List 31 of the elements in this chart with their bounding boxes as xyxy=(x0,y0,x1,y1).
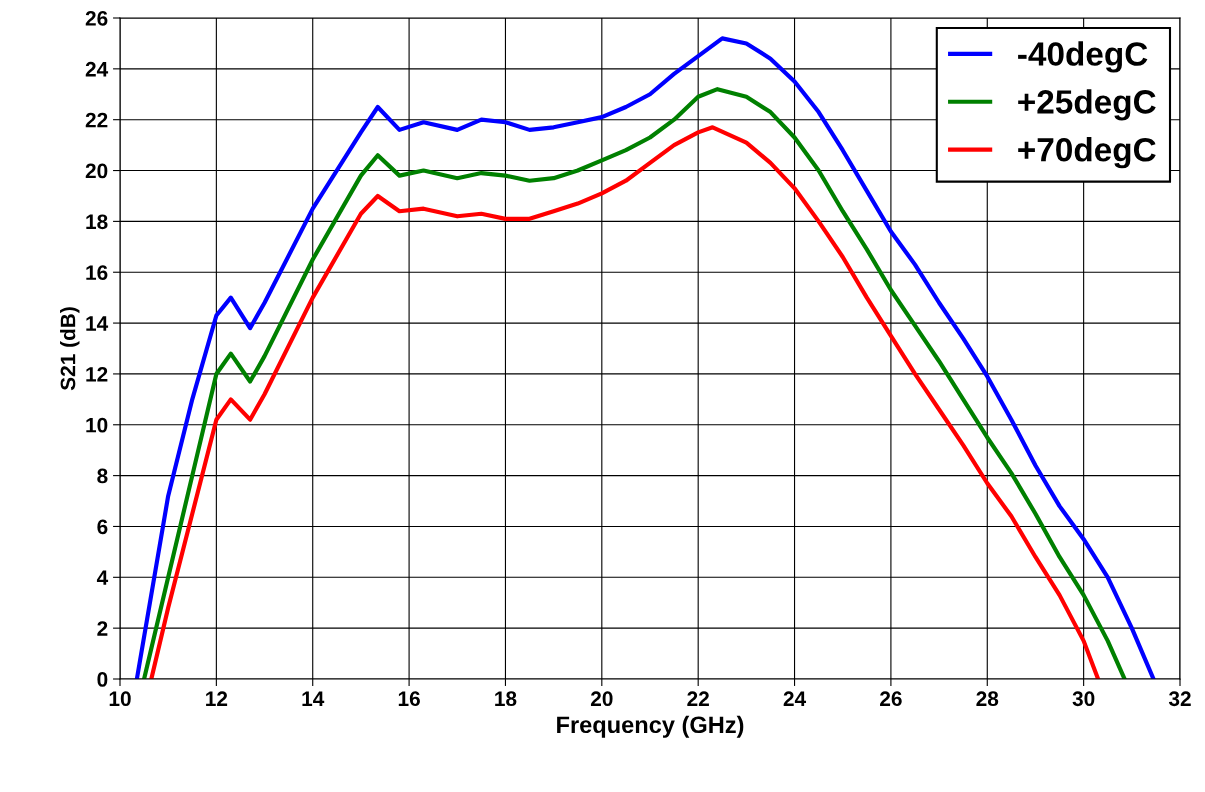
x-tick-label: 24 xyxy=(783,691,807,706)
y-tick-label: 8 xyxy=(97,468,108,484)
y-tick-label: 4 xyxy=(96,570,109,585)
y-tick-label: 12 xyxy=(86,366,108,382)
y-tick-label: 26 xyxy=(85,11,108,26)
y-tick-label: 6 xyxy=(97,519,108,535)
legend-label: -40degC xyxy=(1018,41,1148,73)
y-tick-label: 10 xyxy=(86,417,108,433)
x-tick-label: 18 xyxy=(495,691,517,707)
x-axis-title: Frequency (GHz) xyxy=(557,715,744,738)
y-tick-label: 0 xyxy=(97,672,108,687)
legend-label: +25degC xyxy=(1018,89,1156,121)
y-tick-label: 18 xyxy=(86,214,108,230)
x-tick-label: 14 xyxy=(302,691,325,706)
y-tick-label: 24 xyxy=(85,61,109,77)
y-axis-title: S21 (dB) xyxy=(60,307,80,391)
x-tick-label: 28 xyxy=(976,691,999,707)
x-tick-label: 20 xyxy=(590,691,613,707)
x-tick-label: 22 xyxy=(687,691,709,706)
y-tick-label: 20 xyxy=(85,163,108,179)
legend-label: +70degC xyxy=(1018,137,1156,169)
x-tick-label: 30 xyxy=(1072,691,1095,707)
x-tick-label: 32 xyxy=(1168,691,1191,707)
x-tick-label: 10 xyxy=(109,691,131,707)
y-tick-label: 22 xyxy=(85,112,108,128)
y-tick-label: 2 xyxy=(97,621,108,636)
y-tick-label: 16 xyxy=(86,265,108,280)
x-tick-label: 26 xyxy=(880,691,902,707)
y-tick-label: 14 xyxy=(86,316,109,331)
x-tick-label: 12 xyxy=(206,691,228,706)
x-tick-label: 16 xyxy=(398,691,420,707)
